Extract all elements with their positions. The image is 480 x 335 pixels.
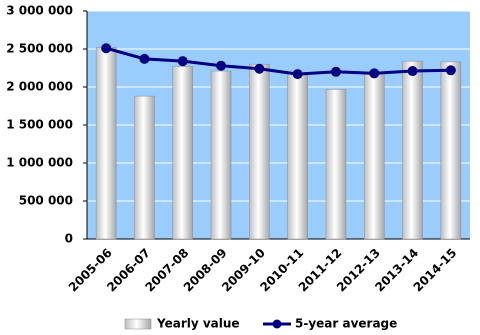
legend-label: Yearly value [156, 317, 240, 331]
y-tick-label: 2 000 000 [6, 80, 73, 94]
legend-swatch [272, 319, 282, 329]
average-line [105, 46, 451, 76]
bar [287, 73, 308, 240]
line-point [139, 53, 150, 64]
bar [249, 63, 270, 240]
bar [95, 47, 117, 240]
legend-swatch [124, 318, 152, 330]
bar [134, 95, 155, 240]
line-point [177, 56, 188, 67]
line-point [330, 66, 341, 77]
bar [440, 61, 462, 240]
bar [325, 89, 347, 240]
y-tick-label: 2 500 000 [6, 42, 73, 56]
bar [364, 73, 385, 240]
y-tick-label: 500 000 [19, 194, 73, 208]
line-point [254, 63, 265, 74]
legend-label: 5-year average [295, 317, 397, 331]
bar [172, 66, 193, 240]
line-point [445, 65, 456, 76]
line-point [216, 60, 227, 71]
line-point [101, 43, 112, 54]
y-tick-label: 0 [65, 232, 73, 246]
bar [210, 70, 232, 240]
line-point [292, 69, 303, 80]
y-tick-label: 1 500 000 [6, 118, 73, 132]
y-tick-label: 1 000 000 [6, 156, 73, 170]
bar [402, 60, 423, 240]
line-point [407, 66, 418, 77]
y-tick-label: 3 000 000 [6, 4, 73, 18]
line-point [369, 68, 380, 79]
